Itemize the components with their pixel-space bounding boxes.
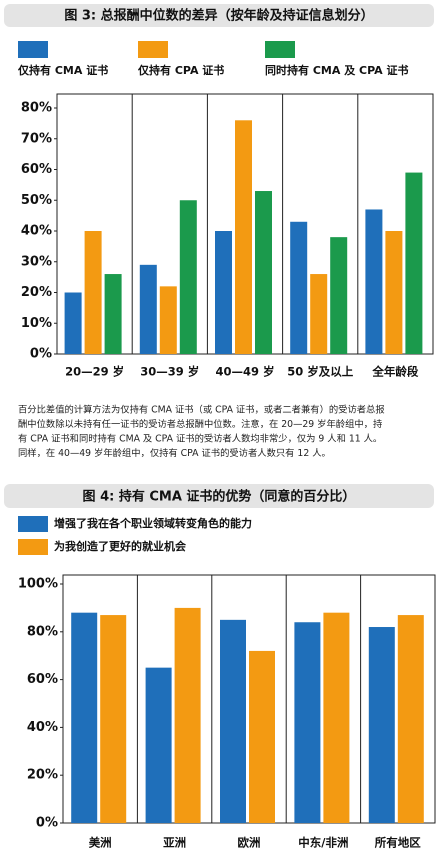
y-tick-label: 80% <box>27 624 58 639</box>
y-tick-label: 20% <box>21 285 52 300</box>
note-line: 酬中位数除以未持有任一证书的受访者总报酬中位数。注意，在 20—29 岁年龄组中… <box>18 418 382 430</box>
x-tick-label: 亚洲 <box>163 836 186 850</box>
chart-title: 图 3: 总报酬中位数的差异（按年龄及持证信息划分） <box>64 8 373 24</box>
note-line: 有 CPA 证书和同时持有 CMA 及 CPA 证书的受访者人数均非常少，仅为 … <box>18 433 382 445</box>
bar <box>365 209 383 354</box>
x-tick-label: 欧洲 <box>238 836 261 850</box>
bar <box>323 612 350 823</box>
legend-label: 增强了我在各个职业领域转变角色的能力 <box>54 516 252 530</box>
bar <box>139 264 157 354</box>
y-tick-label: 100% <box>18 577 58 592</box>
bar <box>84 231 102 354</box>
bar <box>330 237 348 354</box>
bar <box>235 120 252 354</box>
note-line: 同样，在 40—49 岁年龄组中，仅持有 CPA 证书的受访者人数只有 12 人… <box>18 447 331 459</box>
legend-label: 为我创造了更好的就业机会 <box>54 539 187 553</box>
bar <box>64 292 82 354</box>
bar <box>179 200 197 354</box>
bar <box>405 172 423 354</box>
title-bar <box>4 4 434 27</box>
y-tick-label: 60% <box>27 672 58 687</box>
x-tick-label: 所有地区 <box>375 836 421 850</box>
title-bar <box>4 484 434 508</box>
bar <box>368 627 395 823</box>
legend-label: 仅持有 CMA 证书 <box>17 63 108 77</box>
x-tick-label: 50 岁及以上 <box>287 365 354 379</box>
bar <box>104 274 122 354</box>
bar <box>249 650 275 823</box>
y-tick-label: 20% <box>27 768 58 783</box>
x-tick-label: 美洲 <box>89 836 112 850</box>
bar <box>215 231 232 354</box>
bar <box>294 622 321 823</box>
y-tick-label: 60% <box>21 162 52 177</box>
y-tick-label: 70% <box>21 131 52 146</box>
bar <box>71 612 98 823</box>
bar <box>159 286 177 354</box>
bar <box>255 191 272 354</box>
legend-swatch <box>18 516 48 532</box>
bar <box>174 607 201 823</box>
bar <box>220 619 246 823</box>
chart-title: 图 4: 持有 CMA 证书的优势（同意的百分比） <box>83 489 356 505</box>
note-line: 百分比差值的计算方法为仅持有 CMA 证书（或 CPA 证书，或者二者兼有）的受… <box>18 404 385 416</box>
bar <box>397 615 424 823</box>
y-tick-label: 50% <box>21 193 52 208</box>
bar <box>385 231 403 354</box>
legend-swatch <box>18 41 48 58</box>
legend-swatch <box>265 41 295 58</box>
x-tick-label: 30—39 岁 <box>140 365 199 379</box>
bar <box>310 274 328 354</box>
x-tick-label: 中东/非洲 <box>298 836 348 850</box>
y-tick-label: 0% <box>30 347 52 362</box>
y-tick-label: 0% <box>36 816 58 831</box>
legend-label: 仅持有 CPA 证书 <box>137 63 224 77</box>
legend-swatch <box>18 539 48 555</box>
y-tick-label: 40% <box>21 224 52 239</box>
legend-swatch <box>138 41 168 58</box>
x-tick-label: 全年龄段 <box>371 365 418 379</box>
x-tick-label: 40—49 岁 <box>215 365 274 379</box>
y-tick-label: 40% <box>27 720 58 735</box>
bar <box>100 615 127 823</box>
legend-label: 同时持有 CMA 及 CPA 证书 <box>265 63 409 77</box>
x-tick-label: 20—29 岁 <box>65 365 124 379</box>
bar <box>145 667 172 823</box>
y-tick-label: 10% <box>21 316 52 331</box>
y-tick-label: 30% <box>21 254 52 269</box>
bar <box>290 221 308 354</box>
y-tick-label: 80% <box>21 101 52 116</box>
